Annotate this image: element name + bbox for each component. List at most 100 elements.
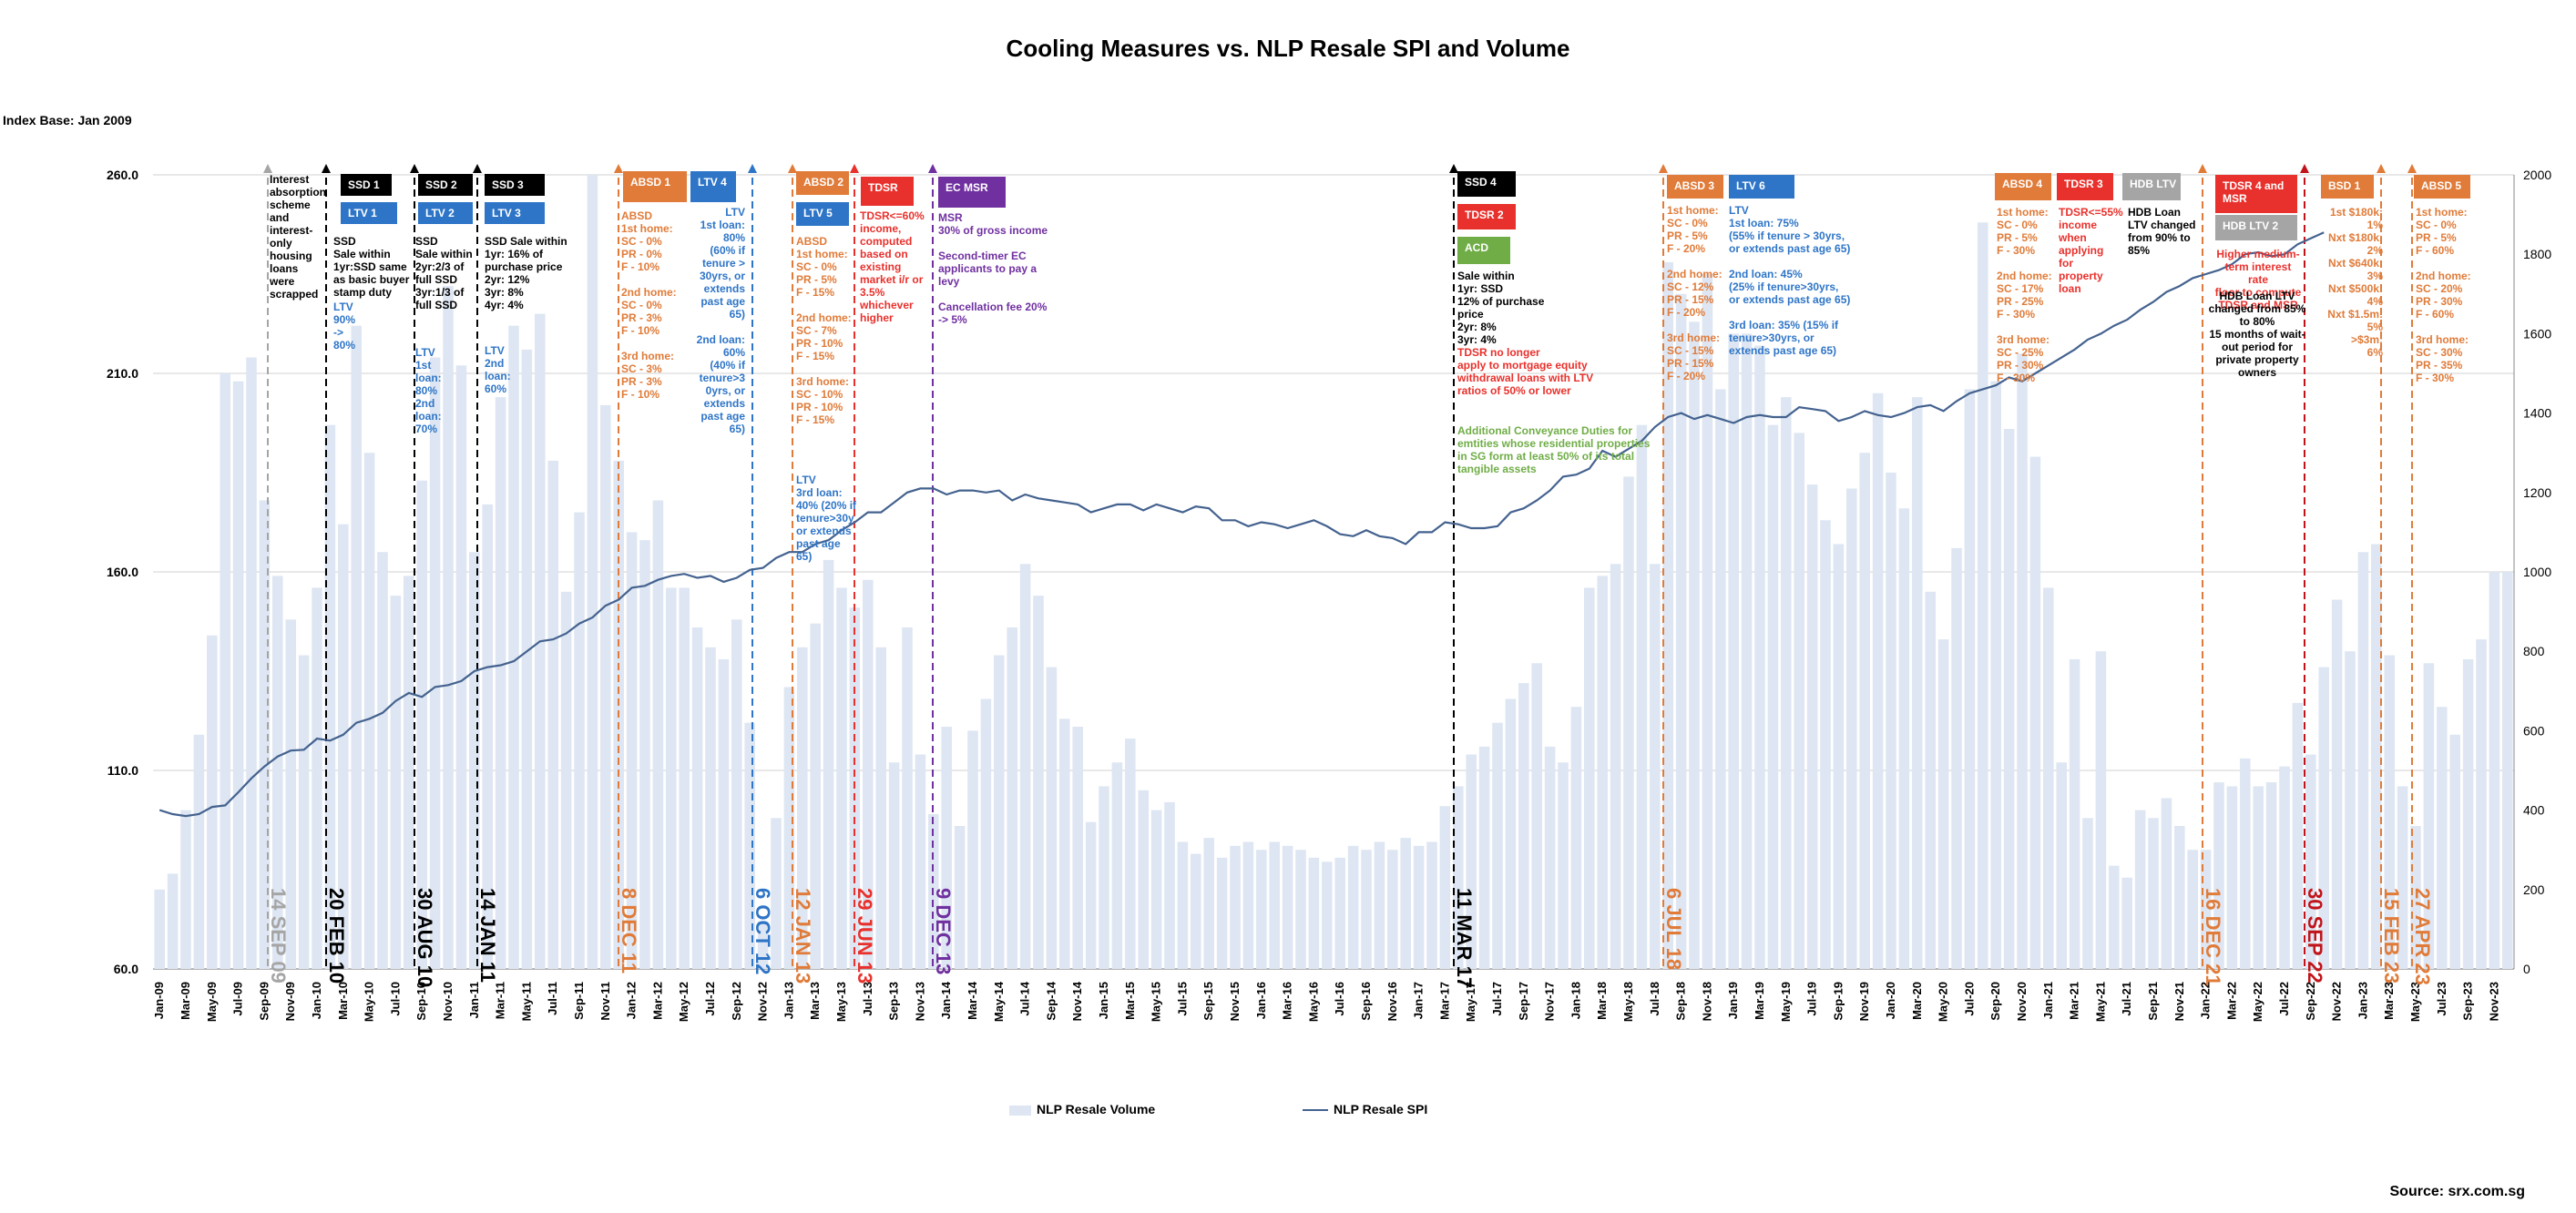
x-tick-29: Nov-13 xyxy=(913,982,926,1021)
volume-bar-51 xyxy=(823,559,834,969)
x-tick-50: May-17 xyxy=(1464,982,1477,1022)
event-arrow-0 xyxy=(263,164,272,173)
volume-bar-32 xyxy=(574,512,585,969)
event-arrow-14 xyxy=(2407,164,2417,173)
volume-bar-0 xyxy=(154,889,165,969)
y-axis-right: 0 200 400 600 800 1000 1200 1400 1600 1800 2000 xyxy=(2523,168,2551,976)
x-tick-84: Jan-23 xyxy=(2356,982,2369,1019)
x-tick-71: Nov-20 xyxy=(2015,982,2029,1021)
legend-volume-swatch xyxy=(1009,1105,1031,1116)
measure-note-18: 1st home: SC - 0% PR - 5% F - 30% 2nd ho… xyxy=(1997,206,2052,384)
x-tick-72: Jan-21 xyxy=(2041,982,2055,1019)
x-tick-9: Jul-10 xyxy=(388,982,402,1016)
x-tick-48: Jan-17 xyxy=(1412,982,1426,1019)
volume-bar-12 xyxy=(312,587,322,969)
volume-bar-136 xyxy=(1937,639,1949,969)
measure-tag-14: ACD xyxy=(1457,237,1510,264)
x-tick-55: Mar-18 xyxy=(1595,982,1609,1020)
volume-bar-126 xyxy=(1806,484,1818,969)
volume-bar-97 xyxy=(1426,841,1437,969)
volume-bar-140 xyxy=(1990,381,2001,970)
volume-bar-49 xyxy=(797,647,808,969)
volume-bar-4 xyxy=(207,635,218,969)
event-date-13: 15 FEB 23 xyxy=(2380,888,2403,984)
volume-bar-128 xyxy=(1833,544,1845,969)
volume-bar-76 xyxy=(1150,810,1162,969)
x-tick-78: Jan-22 xyxy=(2199,982,2213,1019)
event-arrow-1 xyxy=(322,164,331,173)
volume-bar-60 xyxy=(941,727,952,969)
measure-note-17: LTV 1st loan: 75% (55% if tenure > 30yrs… xyxy=(1729,204,1851,357)
event-date-4: 8 DEC 11 xyxy=(618,888,640,974)
y-left-tick-4: 260.0 xyxy=(107,168,138,182)
volume-bar-162 xyxy=(2279,766,2290,969)
x-tick-82: Sep-22 xyxy=(2304,982,2317,1021)
x-tick-5: Nov-09 xyxy=(283,982,297,1021)
x-tick-6: Jan-10 xyxy=(310,982,323,1019)
measure-note-5: SSD Sale within 1yr: 16% of purchase pri… xyxy=(485,235,567,311)
volume-bar-139 xyxy=(1978,222,1988,969)
y-right-tick-6: 1200 xyxy=(2523,485,2551,500)
x-tick-40: Sep-15 xyxy=(1201,982,1215,1021)
measure-tag-13: TDSR 2 xyxy=(1457,204,1516,229)
volume-bar-39 xyxy=(666,587,677,969)
volume-bar-131 xyxy=(1872,392,1884,969)
x-tick-45: Jul-16 xyxy=(1333,982,1346,1016)
volume-bar-112 xyxy=(1623,476,1634,969)
event-date-10: 6 JUL 18 xyxy=(1662,888,1685,971)
y-left-tick-0: 60.0 xyxy=(114,962,138,976)
x-tick-59: Nov-18 xyxy=(1700,982,1713,1021)
volume-bar-93 xyxy=(1374,841,1385,969)
x-tick-64: Sep-19 xyxy=(1831,982,1845,1021)
volume-bar-101 xyxy=(1478,746,1490,969)
event-date-2: 30 AUG 10 xyxy=(414,888,436,988)
volume-bar-74 xyxy=(1125,739,1136,969)
measure-tag-3: LTV 2 xyxy=(418,202,473,224)
event-arrow-13 xyxy=(2377,164,2386,173)
measure-note-2: LTV 90% -> 80% xyxy=(333,301,356,352)
volume-bar-146 xyxy=(2069,658,2080,969)
volume-bar-15 xyxy=(351,325,362,969)
volume-bar-176 xyxy=(2462,658,2474,969)
event-arrow-7 xyxy=(850,164,859,173)
measure-tag-12: SSD 4 xyxy=(1457,171,1516,197)
volume-bar-34 xyxy=(600,404,611,969)
volume-bar-72 xyxy=(1099,786,1109,969)
chart-title: Cooling Measures vs. NLP Resale SPI and … xyxy=(1006,35,1570,62)
volume-bar-152 xyxy=(2148,818,2159,969)
y-right-tick-2: 400 xyxy=(2523,803,2545,818)
event-lines xyxy=(263,164,2417,969)
volume-bar-85 xyxy=(1269,841,1280,969)
volume-bar-114 xyxy=(1650,564,1661,969)
x-tick-43: Mar-16 xyxy=(1281,982,1294,1020)
volume-bar-143 xyxy=(2029,456,2041,969)
x-tick-83: Nov-22 xyxy=(2330,982,2344,1021)
event-arrow-5 xyxy=(748,164,757,173)
volume-bar-20 xyxy=(416,480,427,969)
volume-bar-142 xyxy=(2017,353,2028,969)
measure-tag-19: HDB LTV xyxy=(2122,173,2181,200)
x-tick-1: Mar-09 xyxy=(179,982,192,1020)
volume-bar-18 xyxy=(390,596,402,969)
volume-bar-80 xyxy=(1203,838,1214,969)
measure-note-14: TDSR no longer apply to mortgage equity … xyxy=(1457,346,1594,397)
event-arrow-12 xyxy=(2300,164,2309,173)
x-tick-85: Mar-23 xyxy=(2382,982,2396,1020)
volume-bar-5 xyxy=(220,373,230,969)
volume-bar-156 xyxy=(2200,850,2212,969)
y-right-tick-0: 0 xyxy=(2523,962,2530,976)
volume-bar-71 xyxy=(1085,821,1097,969)
volume-bar-73 xyxy=(1111,762,1123,969)
volume-bar-124 xyxy=(1781,397,1792,969)
volume-bar-57 xyxy=(902,627,913,969)
volume-bar-111 xyxy=(1610,564,1621,969)
volume-bar-137 xyxy=(1951,547,1962,969)
volume-bar-77 xyxy=(1164,801,1175,969)
x-tick-47: Nov-16 xyxy=(1385,982,1399,1021)
volume-bar-24 xyxy=(469,552,480,969)
measure-tag-17: ABSD 4 xyxy=(1995,173,2051,200)
volume-bar-174 xyxy=(2437,707,2448,969)
volume-bar-17 xyxy=(377,552,388,969)
y-left-tick-1: 110.0 xyxy=(107,763,138,778)
volume-bar-48 xyxy=(783,687,795,969)
